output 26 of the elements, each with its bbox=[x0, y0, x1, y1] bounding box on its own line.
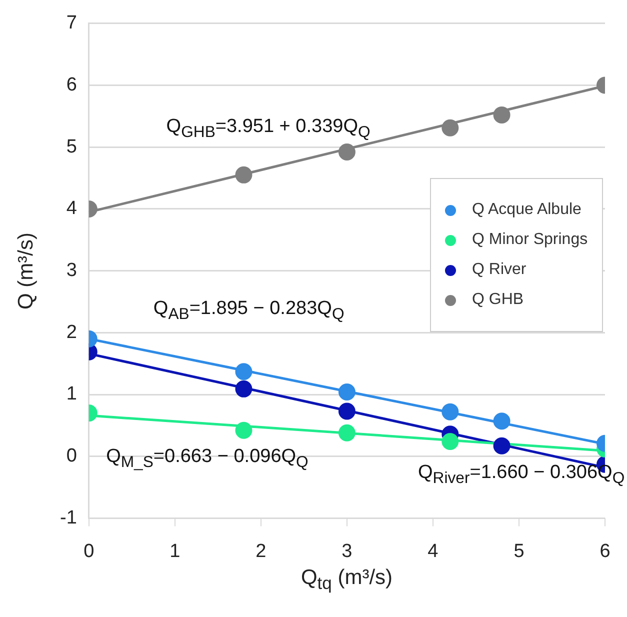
annotation: Q$_{M_S}$=0.663 − 0.096Q$_{Q}$ bbox=[106, 446, 308, 472]
y-tick-label: 5 bbox=[66, 136, 77, 158]
x-tick-label: 0 bbox=[84, 540, 94, 562]
legend-label: Q GHB bbox=[472, 291, 524, 310]
legend-label: Q Acque Albule bbox=[472, 201, 582, 220]
y-tick-label: 7 bbox=[66, 12, 77, 34]
x-tick-label: 5 bbox=[514, 540, 524, 562]
y-tick-label: 4 bbox=[66, 198, 78, 220]
x-tick-label: 2 bbox=[256, 540, 266, 562]
legend-label: Q River bbox=[472, 261, 526, 280]
x-tick-label: 3 bbox=[342, 540, 352, 562]
legend-label: Q Minor Springs bbox=[472, 231, 588, 250]
y-tick-label: 2 bbox=[66, 322, 77, 343]
x-tick-label: 4 bbox=[428, 540, 439, 562]
y-axis-title: Q (m³/s) bbox=[14, 232, 38, 310]
annotation: Q$_{AB}$=1.895 − 0.283Q$_{Q}$ bbox=[153, 298, 344, 324]
y-tick-label: 6 bbox=[66, 74, 77, 96]
x-tick-label: 1 bbox=[170, 540, 180, 562]
annotation: Q$_{River}$=1.660 − 0.306Q$_{Q}$ bbox=[418, 462, 625, 488]
y-tick-label: 0 bbox=[66, 446, 77, 467]
x-axis-title: Q$_{tq}$ (m³/s) bbox=[300, 566, 393, 594]
x-tick-label: 6 bbox=[600, 540, 610, 562]
y-tick-label: 1 bbox=[66, 384, 77, 405]
y-tick-label: 3 bbox=[66, 260, 77, 282]
y-tick-label: -1 bbox=[60, 507, 77, 528]
annotation: Q$_{GHB}$=3.951 + 0.339Q$_{Q}$ bbox=[166, 116, 370, 142]
